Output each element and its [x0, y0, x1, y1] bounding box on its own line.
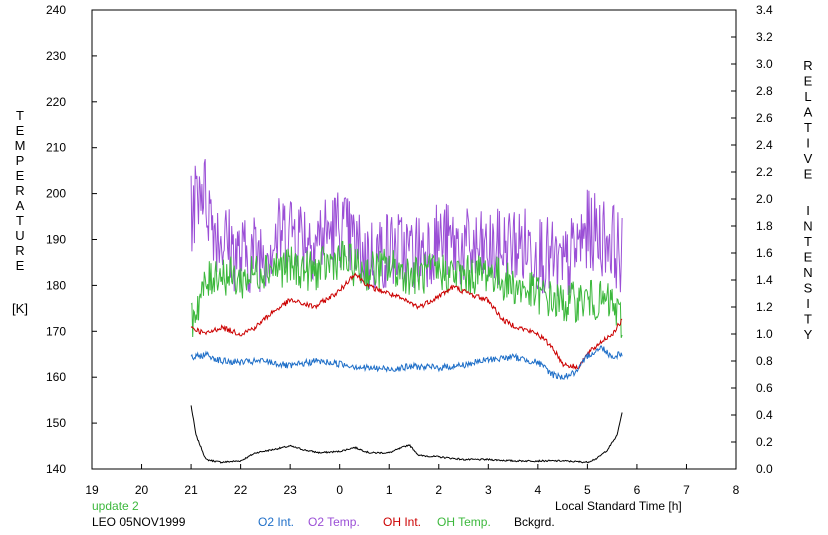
- x-tick-label: 2: [435, 483, 442, 497]
- series-group: [190, 158, 623, 464]
- legend-o2-int: O2 Int.: [258, 515, 295, 529]
- right-tick-label: 2.6: [756, 111, 773, 125]
- right-tick-label: 1.8: [756, 219, 773, 233]
- right-tick-label: 0.4: [756, 408, 773, 422]
- x-tick-label: 20: [135, 483, 149, 497]
- left-axis-ticks: 140 150 160 170 180 190 200 210 220 230 240: [46, 3, 97, 476]
- right-label-letter: N: [803, 219, 812, 234]
- x-tick-label: 22: [234, 483, 248, 497]
- right-tick-label: 1.6: [756, 246, 773, 260]
- left-tick-label: 230: [46, 49, 66, 63]
- left-tick-label: 140: [46, 462, 66, 476]
- right-tick-label: 1.0: [756, 327, 773, 341]
- right-tick-label: 2.0: [756, 192, 773, 206]
- right-tick-label: 3.2: [756, 30, 773, 44]
- annotation-text: update 2: [92, 499, 139, 513]
- left-tick-label: 190: [46, 233, 66, 247]
- right-label-letter: L: [804, 89, 811, 104]
- x-tick-label: 1: [386, 483, 393, 497]
- right-tick-label: 2.2: [756, 165, 773, 179]
- right-tick-label: 0.2: [756, 435, 773, 449]
- right-tick-label: 2.8: [756, 84, 773, 98]
- station-label: LEO 05NOV1999: [92, 515, 186, 529]
- x-tick-label: 23: [283, 483, 297, 497]
- left-tick-label: 210: [46, 141, 66, 155]
- right-tick-label: 1.2: [756, 300, 773, 314]
- x-tick-label: 3: [485, 483, 492, 497]
- right-tick-label: 3.4: [756, 3, 773, 17]
- x-tick-label: 6: [634, 483, 641, 497]
- right-label-letter: E: [804, 74, 813, 89]
- series-line-bckgrd: [190, 405, 623, 464]
- right-label-letter: T: [804, 312, 812, 327]
- right-label-letter: V: [804, 151, 813, 166]
- left-tick-label: 240: [46, 3, 66, 17]
- left-label-letter: R: [15, 243, 24, 258]
- right-axis-ticks: 0.0 0.2 0.4 0.6 0.8 1.0 1.2 1.4 1.6 1.8 2.0 2.2 2.4 2…: [731, 3, 773, 476]
- plot-frame: [91, 9, 737, 470]
- series-line-oh-int: [190, 272, 623, 371]
- left-label-letter: U: [15, 228, 24, 243]
- right-label-letter: E: [804, 250, 813, 265]
- left-label-letter: M: [15, 138, 26, 153]
- series-line-o2-temp: [190, 158, 623, 297]
- right-label-letter: E: [804, 167, 813, 182]
- left-label-letter: E: [16, 258, 25, 273]
- right-label-letter: Y: [804, 327, 813, 342]
- x-tick-label: 19: [85, 483, 99, 497]
- x-axis-label: Local Standard Time [h]: [555, 499, 682, 513]
- right-label-letter: I: [806, 136, 810, 151]
- x-tick-label: 21: [184, 483, 198, 497]
- right-tick-label: 0.8: [756, 354, 773, 368]
- right-label-letter: N: [803, 265, 812, 280]
- left-label-letter: T: [16, 108, 24, 123]
- left-tick-label: 180: [46, 278, 66, 292]
- x-tick-label: 4: [535, 483, 542, 497]
- legend-bckgrd: Bckgrd.: [514, 515, 555, 529]
- left-label-letter: E: [16, 168, 25, 183]
- left-label-letter: P: [16, 153, 25, 168]
- left-tick-label: 150: [46, 416, 66, 430]
- right-label-letter: S: [804, 281, 813, 296]
- left-tick-label: 200: [46, 187, 66, 201]
- right-tick-label: 2.4: [756, 138, 773, 152]
- series-line-o2-int: [190, 345, 623, 380]
- x-tick-label: 8: [733, 483, 740, 497]
- x-axis-ticks: 19 20 21 22 23 0 1 2 3 4 5 6 7 8: [85, 464, 740, 497]
- left-label-letter: R: [15, 183, 24, 198]
- series-line-oh-temp: [190, 240, 623, 338]
- right-tick-label: 0.6: [756, 381, 773, 395]
- x-tick-label: 5: [584, 483, 591, 497]
- x-tick-label: 7: [683, 483, 690, 497]
- right-label-letter: I: [806, 203, 810, 218]
- legend-oh-temp: OH Temp.: [437, 515, 491, 529]
- right-label-letter: T: [804, 234, 812, 249]
- left-tick-label: 220: [46, 95, 66, 109]
- legend-oh-int: OH Int.: [383, 515, 422, 529]
- right-tick-label: 3.0: [756, 57, 773, 71]
- legend-o2-temp: O2 Temp.: [308, 515, 360, 529]
- left-label-letter: A: [16, 198, 25, 213]
- left-tick-label: 170: [46, 324, 66, 338]
- right-tick-label: 1.4: [756, 273, 773, 287]
- right-label-letter: A: [804, 105, 813, 120]
- left-tick-label: 160: [46, 370, 66, 384]
- right-tick-label: 0.0: [756, 462, 773, 476]
- left-axis-unit: [K]: [12, 301, 28, 316]
- right-label-letter: T: [804, 120, 812, 135]
- right-label-letter: R: [803, 58, 812, 73]
- x-tick-label: 0: [336, 483, 343, 497]
- left-label-letter: T: [16, 213, 24, 228]
- left-label-letter: E: [16, 123, 25, 138]
- right-label-letter: I: [806, 296, 810, 311]
